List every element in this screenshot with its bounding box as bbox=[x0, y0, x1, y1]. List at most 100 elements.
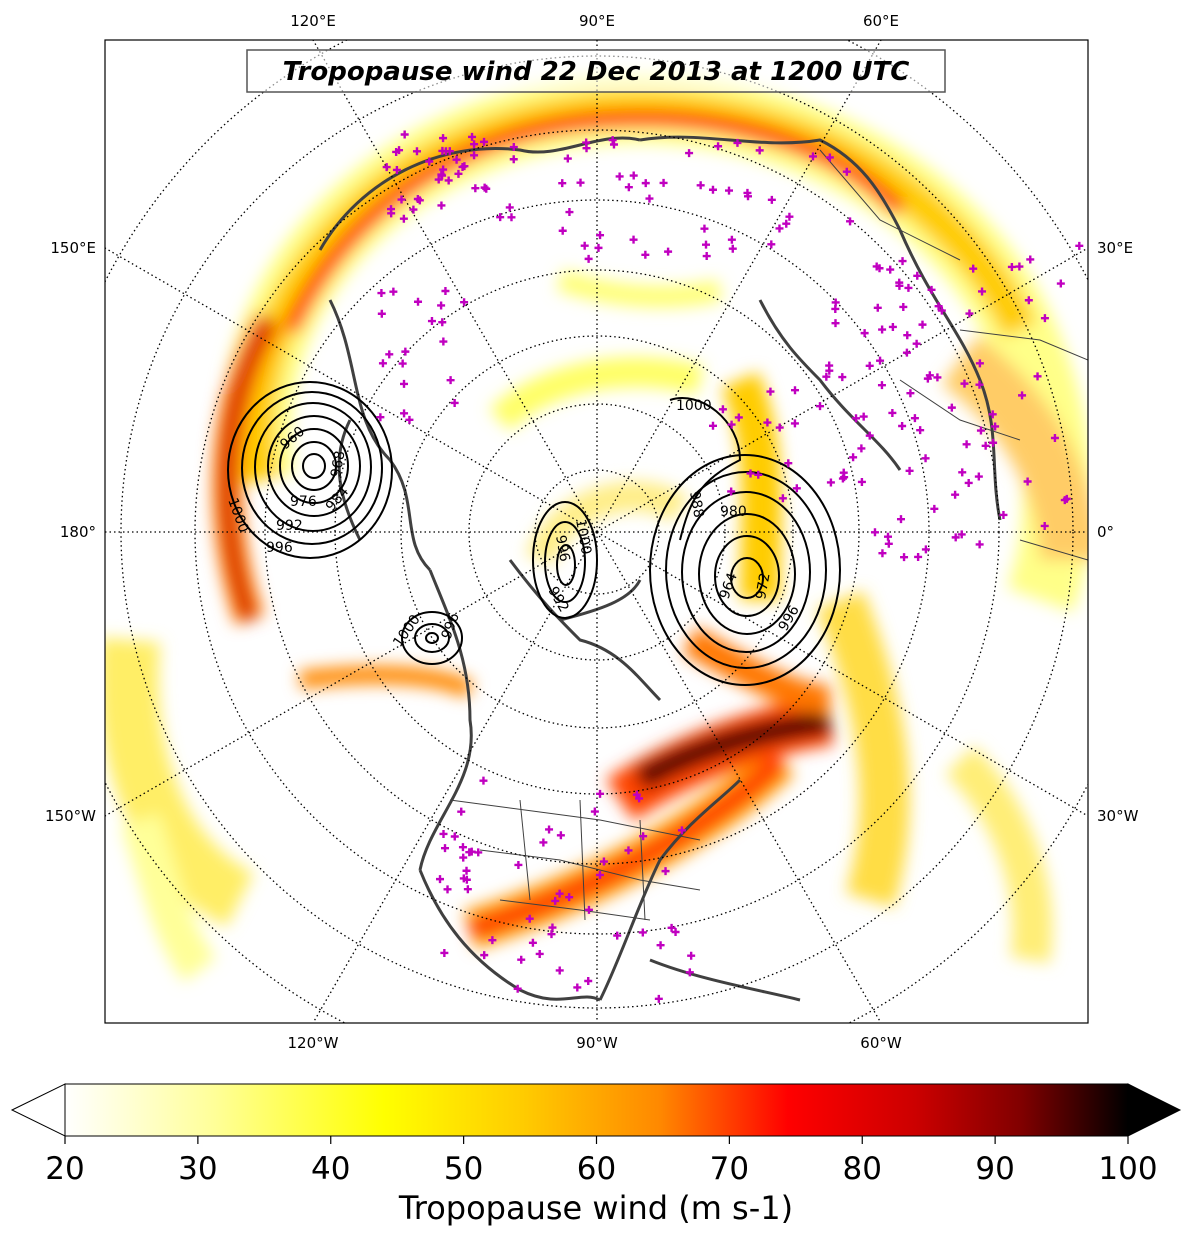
station-marker bbox=[439, 134, 448, 143]
station-marker bbox=[927, 285, 936, 294]
station-marker bbox=[934, 302, 943, 311]
station-marker bbox=[888, 322, 897, 331]
station-marker bbox=[714, 142, 723, 151]
station-marker bbox=[859, 412, 868, 421]
station-marker bbox=[849, 453, 858, 462]
station-marker bbox=[480, 183, 489, 192]
station-marker bbox=[590, 807, 599, 816]
station-marker bbox=[1056, 279, 1065, 288]
station-marker bbox=[725, 186, 734, 195]
station-marker bbox=[734, 413, 743, 422]
station-marker bbox=[975, 540, 984, 549]
contour-label: 972 bbox=[753, 572, 773, 601]
station-marker bbox=[702, 240, 711, 249]
station-marker bbox=[685, 968, 694, 977]
station-marker bbox=[641, 179, 650, 188]
station-marker bbox=[857, 444, 866, 453]
station-marker bbox=[790, 386, 799, 395]
station-marker bbox=[641, 250, 650, 259]
station-marker bbox=[687, 951, 696, 960]
station-marker bbox=[535, 949, 544, 958]
station-marker bbox=[580, 241, 589, 250]
station-marker bbox=[965, 309, 974, 318]
station-marker bbox=[427, 317, 436, 326]
contour-label: 980 bbox=[720, 504, 747, 520]
station-marker bbox=[539, 838, 548, 847]
colorbar-title: Tropopause wind (m s-1) bbox=[398, 1189, 793, 1227]
station-marker bbox=[852, 414, 861, 423]
station-marker bbox=[839, 468, 848, 477]
station-marker bbox=[576, 178, 585, 187]
station-marker bbox=[898, 422, 907, 431]
station-marker bbox=[1062, 494, 1071, 503]
station-marker bbox=[584, 254, 593, 263]
station-marker bbox=[656, 941, 665, 950]
station-marker bbox=[728, 244, 737, 253]
station-marker bbox=[525, 914, 534, 923]
contour-label: 996 bbox=[552, 534, 572, 563]
station-marker bbox=[667, 923, 676, 932]
station-marker bbox=[778, 494, 787, 503]
colorbar-tick-label: 60 bbox=[577, 1151, 616, 1187]
station-marker bbox=[825, 361, 834, 370]
contour-label: 1000 bbox=[572, 518, 594, 556]
colorbar-tick-label: 30 bbox=[178, 1151, 217, 1187]
station-marker bbox=[888, 408, 897, 417]
station-marker bbox=[895, 281, 904, 290]
station-marker bbox=[565, 893, 574, 902]
station-marker bbox=[718, 405, 727, 414]
station-marker bbox=[457, 807, 466, 816]
station-marker bbox=[677, 826, 686, 835]
station-marker bbox=[460, 298, 469, 307]
station-marker bbox=[629, 235, 638, 244]
station-marker bbox=[595, 870, 604, 879]
station-marker bbox=[436, 875, 445, 884]
colorbar-tick-label: 20 bbox=[45, 1151, 84, 1187]
station-marker bbox=[899, 302, 908, 311]
station-marker bbox=[904, 283, 913, 292]
label-left-180: 180° bbox=[60, 523, 96, 541]
station-marker bbox=[947, 403, 956, 412]
station-marker bbox=[434, 175, 443, 184]
station-marker bbox=[440, 948, 449, 957]
station-marker bbox=[708, 185, 717, 194]
station-marker bbox=[400, 130, 409, 139]
station-markers bbox=[376, 130, 1084, 1003]
station-marker bbox=[377, 289, 386, 298]
north-atlantic-low bbox=[649, 397, 841, 686]
station-marker bbox=[441, 287, 450, 296]
station-marker bbox=[496, 213, 505, 222]
station-marker bbox=[921, 454, 930, 463]
station-marker bbox=[775, 423, 784, 432]
gulf-of-alaska-low bbox=[401, 611, 463, 665]
station-marker bbox=[470, 140, 479, 149]
contour-label: 988 bbox=[686, 490, 706, 519]
station-marker bbox=[624, 183, 633, 192]
meridian-labels: 120°E 90°E 60°E 120°W 90°W 60°W 150°E 18… bbox=[45, 12, 1139, 1052]
station-marker bbox=[826, 478, 835, 487]
coastlines bbox=[318, 135, 1002, 1002]
title-box: Tropopause wind 22 Dec 2013 at 1200 UTC bbox=[246, 49, 946, 93]
station-marker bbox=[397, 195, 406, 204]
station-marker bbox=[743, 192, 752, 201]
station-marker bbox=[509, 155, 518, 164]
station-marker bbox=[1040, 314, 1049, 323]
station-marker bbox=[763, 418, 772, 427]
station-marker bbox=[392, 165, 401, 174]
station-marker bbox=[1050, 433, 1059, 442]
station-marker bbox=[389, 287, 398, 296]
station-marker bbox=[727, 487, 736, 496]
station-marker bbox=[462, 866, 471, 875]
station-marker bbox=[884, 539, 893, 548]
station-marker bbox=[962, 440, 971, 449]
station-marker bbox=[439, 165, 448, 174]
station-marker bbox=[409, 205, 418, 214]
station-marker bbox=[767, 195, 776, 204]
colorbar-tick-label: 90 bbox=[975, 1151, 1014, 1187]
station-marker bbox=[860, 329, 869, 338]
station-marker bbox=[969, 264, 978, 273]
station-marker bbox=[1075, 241, 1084, 250]
station-marker bbox=[988, 410, 997, 419]
station-marker bbox=[398, 359, 407, 368]
station-marker bbox=[661, 867, 670, 876]
